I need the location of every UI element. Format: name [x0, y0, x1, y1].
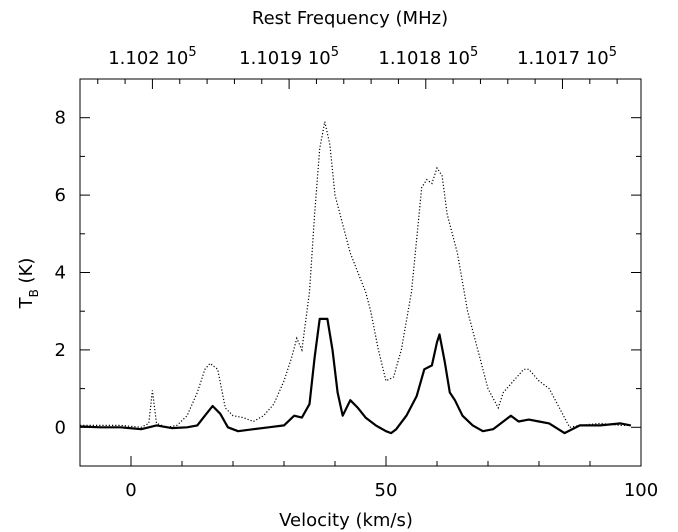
y-tick-label: 8 [55, 108, 66, 129]
top-tick-label: 1.1017 105 [517, 45, 617, 69]
y-axis-label: TB (K) [16, 258, 41, 310]
x-tick-label: 50 [375, 480, 398, 501]
y-axis-label-rest: (K) [16, 258, 37, 290]
series-line-solid [79, 317, 632, 435]
top-tick-label: 1.102 105 [108, 45, 196, 69]
plot-frame [79, 78, 642, 467]
series-layer [79, 121, 632, 435]
y-tick-label: 0 [55, 417, 66, 438]
top-tick-label: 1.1018 105 [378, 45, 478, 69]
x-tick-label: 0 [125, 480, 136, 501]
x-tick-label: 100 [624, 480, 658, 501]
y-tick-label: 4 [55, 263, 66, 284]
top-axis-label: Rest Frequency (MHz) [252, 8, 448, 29]
x-axis-label: Velocity (km/s) [279, 510, 413, 531]
y-axis-label-sub: B [27, 289, 41, 297]
y-axis-label-main: T [16, 296, 37, 309]
ticks-layer: 0 50 100 0 2 4 6 8 1.102 105 1.1019 105 1.1018 105… [55, 45, 659, 501]
top-tick-label: 1.1019 105 [239, 45, 339, 69]
series-line-dotted [80, 121, 631, 428]
y-tick-label: 6 [55, 185, 66, 206]
y-tick-label: 2 [55, 340, 66, 361]
